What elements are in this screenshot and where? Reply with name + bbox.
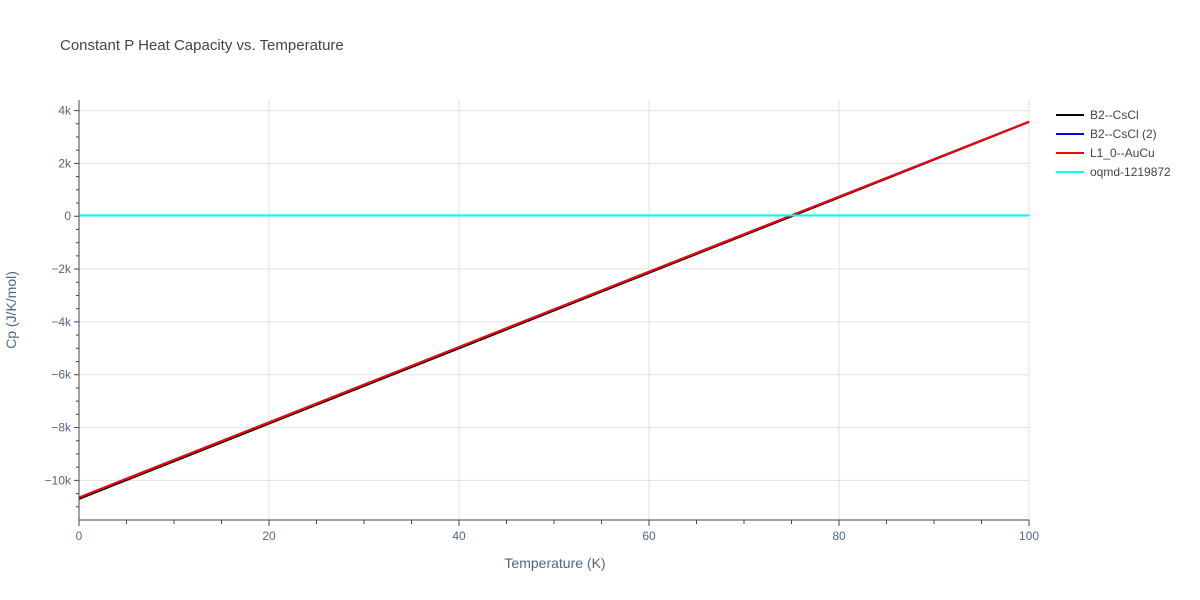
legend-label: L1_0--AuCu <box>1090 146 1155 160</box>
legend-item-0[interactable]: B2--CsCl <box>1056 108 1139 122</box>
chart-title: Constant P Heat Capacity vs. Temperature <box>60 37 344 54</box>
grid <box>79 100 1030 520</box>
legend-label: oqmd-1219872 <box>1090 165 1171 179</box>
legend-label: B2--CsCl <box>1090 108 1139 122</box>
y-tick-label: 0 <box>64 209 71 223</box>
x-tick-label: 100 <box>1019 529 1039 543</box>
y-tick-label: −8k <box>51 421 72 435</box>
y-tick-label: 2k <box>58 156 72 170</box>
legend-item-1[interactable]: B2--CsCl (2) <box>1056 127 1157 141</box>
series-line-2[interactable] <box>78 120 1030 499</box>
y-tick-label: −10k <box>45 473 72 487</box>
y-tick-label: −6k <box>51 368 72 382</box>
y-axis-title: Cp (J/K/mol) <box>3 271 19 349</box>
x-tick-label: 40 <box>452 529 466 543</box>
y-tick-label: −2k <box>51 262 72 276</box>
x-tick-label: 80 <box>832 529 846 543</box>
x-tick-label: 20 <box>262 529 276 543</box>
legend-item-2[interactable]: L1_0--AuCu <box>1056 146 1155 160</box>
x-axis-title: Temperature (K) <box>504 555 605 571</box>
y-tick-label: −4k <box>51 315 72 329</box>
x-tick-label: 60 <box>642 529 656 543</box>
legend[interactable]: B2--CsCl B2--CsCl (2) L1_0--AuCu oqmd-12198… <box>1056 108 1171 179</box>
legend-label: B2--CsCl (2) <box>1090 127 1157 141</box>
legend-item-3[interactable]: oqmd-1219872 <box>1056 165 1171 179</box>
plot-area[interactable] <box>78 120 1030 500</box>
axes: 0 20 40 60 80 100 4k 2k 0 −2k −4k −6k −8k −10k <box>45 100 1039 543</box>
x-tick-label: 0 <box>76 529 83 543</box>
y-tick-label: 4k <box>58 104 72 118</box>
